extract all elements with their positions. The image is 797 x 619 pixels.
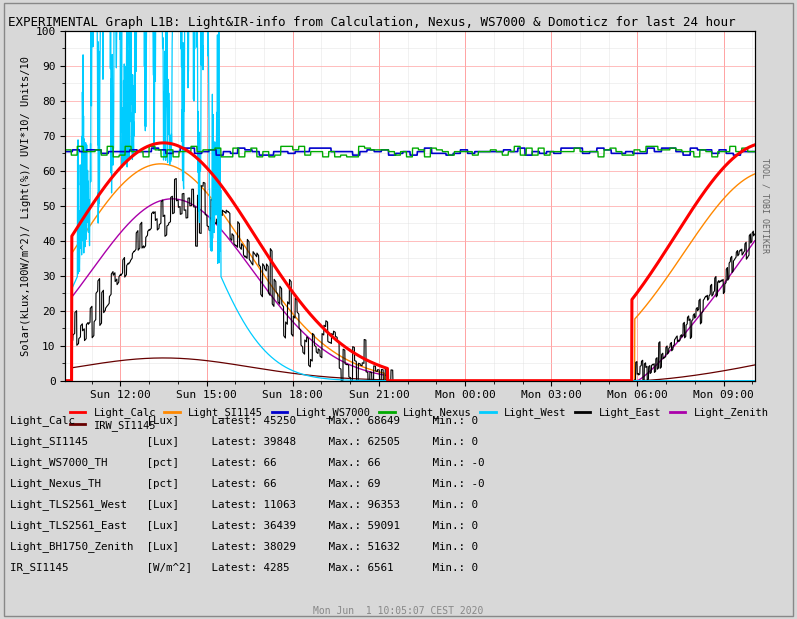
- Text: EXPERIMENTAL Graph L1B: Light&IR-info from Calculation, Nexus, WS7000 & Domoticz: EXPERIMENTAL Graph L1B: Light&IR-info fr…: [8, 16, 736, 29]
- Text: Light_SI1145         [Lux]     Latest: 39848     Max.: 62505     Min.: 0: Light_SI1145 [Lux] Latest: 39848 Max.: 6…: [10, 436, 477, 447]
- Text: Mon Jun  1 10:05:07 CEST 2020: Mon Jun 1 10:05:07 CEST 2020: [313, 606, 484, 616]
- Text: Light_TLS2561_East   [Lux]     Latest: 36439     Max.: 59091     Min.: 0: Light_TLS2561_East [Lux] Latest: 36439 M…: [10, 520, 477, 531]
- Text: Light_TLS2561_West   [Lux]     Latest: 11063     Max.: 96353     Min.: 0: Light_TLS2561_West [Lux] Latest: 11063 M…: [10, 499, 477, 510]
- Text: Light_BH1750_Zenith  [Lux]     Latest: 38029     Max.: 51632     Min.: 0: Light_BH1750_Zenith [Lux] Latest: 38029 …: [10, 541, 477, 552]
- Text: IR_SI1145            [W/m^2]   Latest: 4285      Max.: 6561      Min.: 0: IR_SI1145 [W/m^2] Latest: 4285 Max.: 656…: [10, 562, 477, 573]
- Text: Light_WS7000_TH      [pct]     Latest: 66        Max.: 66        Min.: -0: Light_WS7000_TH [pct] Latest: 66 Max.: 6…: [10, 457, 484, 468]
- Text: Light_Nexus_TH       [pct]     Latest: 66        Max.: 69        Min.: -0: Light_Nexus_TH [pct] Latest: 66 Max.: 69…: [10, 478, 484, 489]
- Legend: IRW_SI1145: IRW_SI1145: [65, 416, 160, 435]
- Y-axis label: TOOL / TOBI OETIKER: TOOL / TOBI OETIKER: [760, 158, 769, 253]
- Y-axis label: Solar(kLux,100W/m^2)/ Light(%)/ UVI*10/ Units/10: Solar(kLux,100W/m^2)/ Light(%)/ UVI*10/ …: [22, 56, 31, 356]
- Text: Light_Calc           [Lux]     Latest: 45250     Max.: 68649     Min.: 0: Light_Calc [Lux] Latest: 45250 Max.: 686…: [10, 415, 477, 426]
